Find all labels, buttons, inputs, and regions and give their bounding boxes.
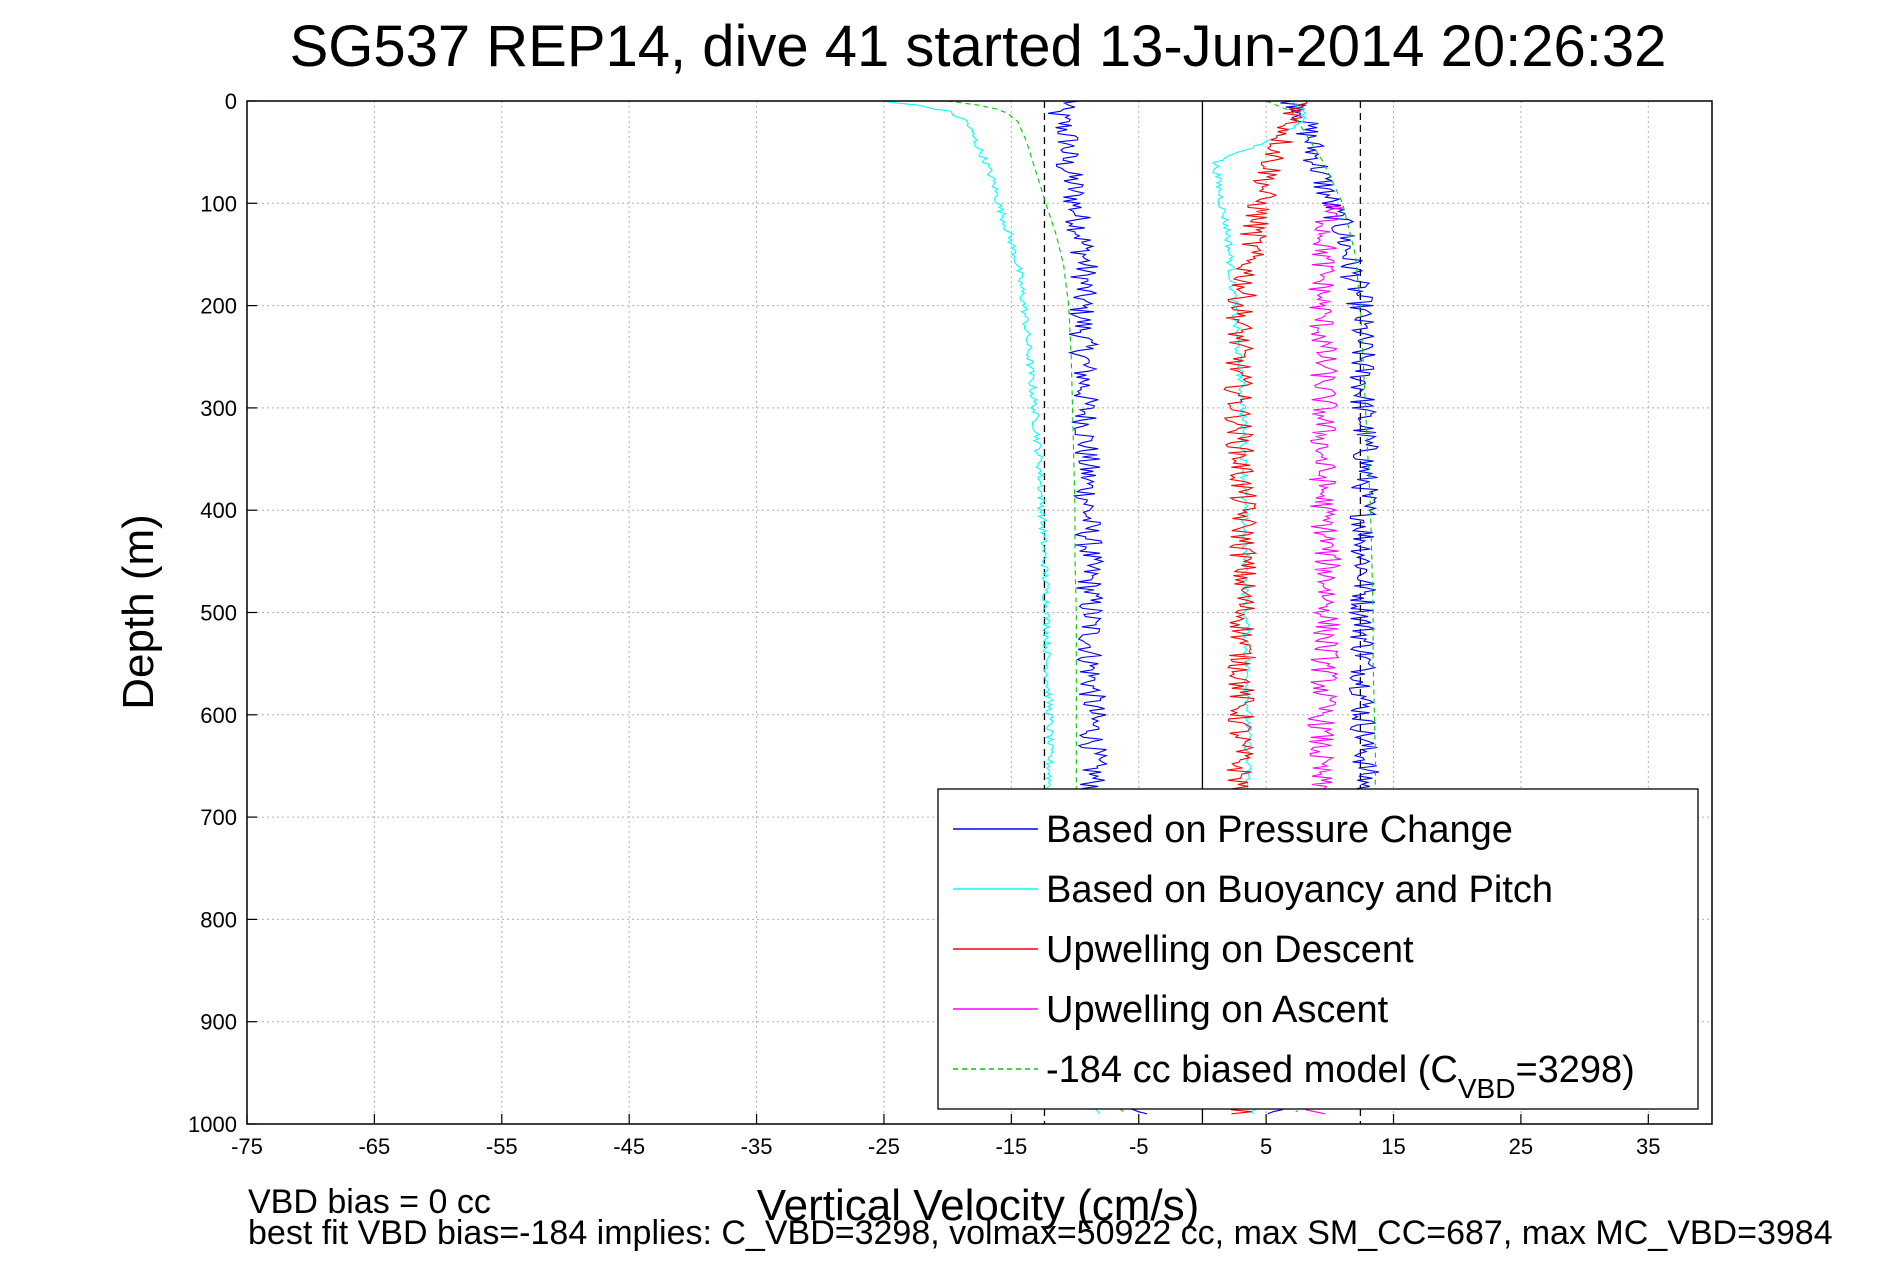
y-tick-label: 1000 bbox=[188, 1112, 237, 1137]
x-tick-label: 25 bbox=[1509, 1134, 1533, 1159]
x-tick-label: -25 bbox=[868, 1134, 900, 1159]
y-tick-label: 800 bbox=[200, 907, 237, 932]
x-tick-label: 35 bbox=[1636, 1134, 1660, 1159]
y-ticks: 0 100 200 300 400 500 600 700 800 900 1000 bbox=[188, 89, 257, 1137]
x-axis-label: Vertical Velocity (cm/s) bbox=[757, 1181, 1200, 1230]
x-tick-label: 5 bbox=[1260, 1134, 1272, 1159]
x-tick-label: -15 bbox=[995, 1134, 1027, 1159]
x-ticks: -75 -65 -55 -45 -35 -25 -15 -5 5 15 25 35 bbox=[231, 1114, 1661, 1159]
legend-label-3: Upwelling on Descent bbox=[1046, 929, 1414, 971]
x-tick-label: -45 bbox=[613, 1134, 645, 1159]
y-tick-label: 500 bbox=[200, 601, 237, 626]
y-tick-label: 300 bbox=[200, 396, 237, 421]
legend: Based on Pressure Change Based on Buoyanc… bbox=[937, 788, 1699, 1110]
x-tick-label: -35 bbox=[741, 1134, 773, 1159]
y-tick-label: 700 bbox=[200, 805, 237, 830]
footnote-line-2: best fit VBD bias=-184 implies: C_VBD=32… bbox=[248, 1214, 1833, 1252]
y-tick-label: 900 bbox=[200, 1010, 237, 1035]
y-tick-label: 200 bbox=[200, 294, 237, 319]
chart-title: SG537 REP14, dive 41 started 13-Jun-2014… bbox=[290, 14, 1667, 79]
x-tick-label: 15 bbox=[1381, 1134, 1405, 1159]
y-tick-label: 100 bbox=[200, 191, 237, 216]
x-tick-label: -65 bbox=[358, 1134, 390, 1159]
legend-label-1: Based on Pressure Change bbox=[1046, 809, 1513, 851]
y-tick-label: 400 bbox=[200, 498, 237, 523]
y-tick-label: 0 bbox=[225, 89, 237, 114]
y-tick-label: 600 bbox=[200, 703, 237, 728]
x-tick-label: -75 bbox=[231, 1134, 263, 1159]
footnote-line-1: VBD bias = 0 cc bbox=[248, 1183, 491, 1221]
y-axis-label: Depth (m) bbox=[114, 514, 163, 710]
x-tick-label: -55 bbox=[486, 1134, 518, 1159]
legend-box bbox=[937, 788, 1699, 1110]
legend-label-2: Based on Buoyancy and Pitch bbox=[1046, 869, 1553, 911]
legend-label-4: Upwelling on Ascent bbox=[1046, 989, 1389, 1031]
x-tick-label: -5 bbox=[1129, 1134, 1149, 1159]
